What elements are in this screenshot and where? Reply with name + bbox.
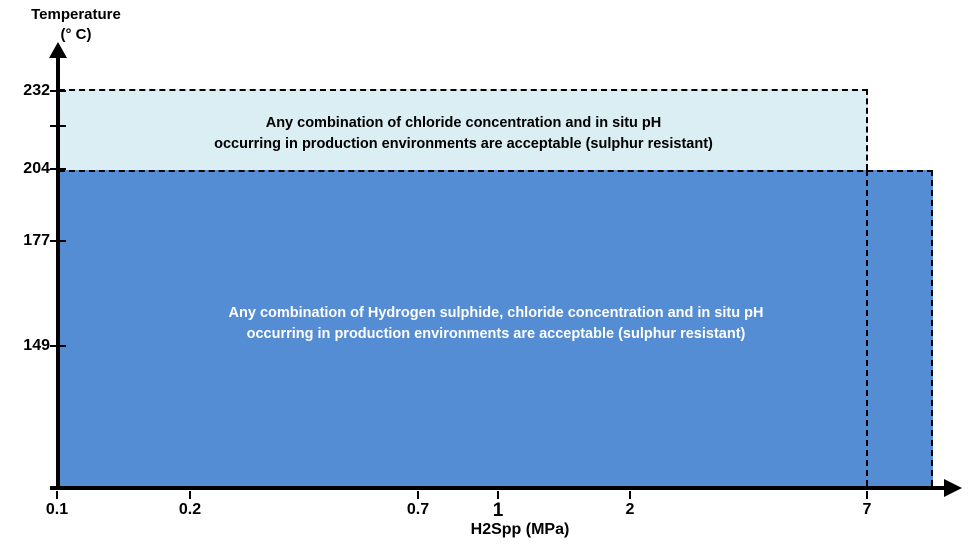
y-tick-232 [50, 90, 66, 92]
x-tick-0-2 [189, 491, 191, 499]
x-tick-1 [497, 491, 499, 499]
x-tick-label-1: 1 [492, 500, 504, 521]
dashed-guide-line-7mpa [866, 170, 868, 486]
y-axis-title-line2: (° C) [60, 26, 92, 43]
lower-region-annotation-line2: occurring in production environments are… [246, 326, 746, 342]
lower-region-annotation-line1: Any combination of Hydrogen sulphide, ch… [228, 305, 764, 321]
y-axis-title: Temperature (° C) [18, 5, 134, 45]
y-tick-149 [50, 345, 66, 347]
lower-acceptable-region [59, 170, 933, 486]
x-tick-label-2: 2 [625, 501, 635, 518]
y-axis-line [56, 54, 60, 490]
y-tick-label-177: 177 [23, 232, 50, 249]
upper-region-annotation-line1: Any combination of chloride concentratio… [265, 115, 662, 131]
x-tick-label-0-2: 0.2 [178, 501, 202, 518]
y-axis-arrowhead-icon [49, 42, 67, 58]
x-tick-0-7 [417, 491, 419, 499]
upper-region-annotation-line2: occurring in production environments are… [214, 136, 713, 152]
y-tick-label-204: 204 [23, 160, 50, 177]
x-axis-line [50, 486, 948, 490]
y-tick-label-232: 232 [23, 82, 50, 99]
lower-region-annotation: Any combination of Hydrogen sulphide, ch… [59, 303, 933, 345]
x-tick-7 [866, 491, 868, 499]
x-tick-label-0-7: 0.7 [406, 501, 430, 518]
y-axis-title-line1: Temperature [31, 6, 121, 23]
y-tick-204 [50, 168, 66, 170]
y-tick-label-149: 149 [23, 337, 50, 354]
upper-acceptable-region [59, 89, 868, 170]
x-axis-arrowhead-icon [944, 479, 962, 497]
y-tick-177 [50, 240, 66, 242]
x-tick-2 [629, 491, 631, 499]
x-tick-0-1 [56, 491, 58, 499]
x-tick-label-0-1: 0.1 [45, 501, 69, 518]
x-axis-title: H2Spp (MPa) [470, 521, 570, 538]
upper-region-annotation: Any combination of chloride concentratio… [59, 113, 868, 155]
x-tick-label-7: 7 [862, 501, 872, 518]
y-tick-unlabeled [50, 125, 66, 127]
